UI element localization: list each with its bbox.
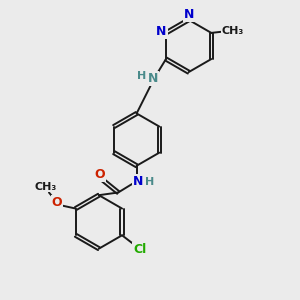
Text: CH₃: CH₃ xyxy=(222,26,244,36)
Text: N: N xyxy=(148,73,158,85)
Text: H: H xyxy=(146,177,154,187)
Text: CH₃: CH₃ xyxy=(35,182,57,192)
Text: H: H xyxy=(137,71,146,81)
Text: N: N xyxy=(184,8,194,21)
Text: O: O xyxy=(94,168,105,181)
Text: N: N xyxy=(156,25,167,38)
Text: N: N xyxy=(133,175,143,188)
Text: O: O xyxy=(52,196,62,209)
Text: Cl: Cl xyxy=(133,243,146,256)
